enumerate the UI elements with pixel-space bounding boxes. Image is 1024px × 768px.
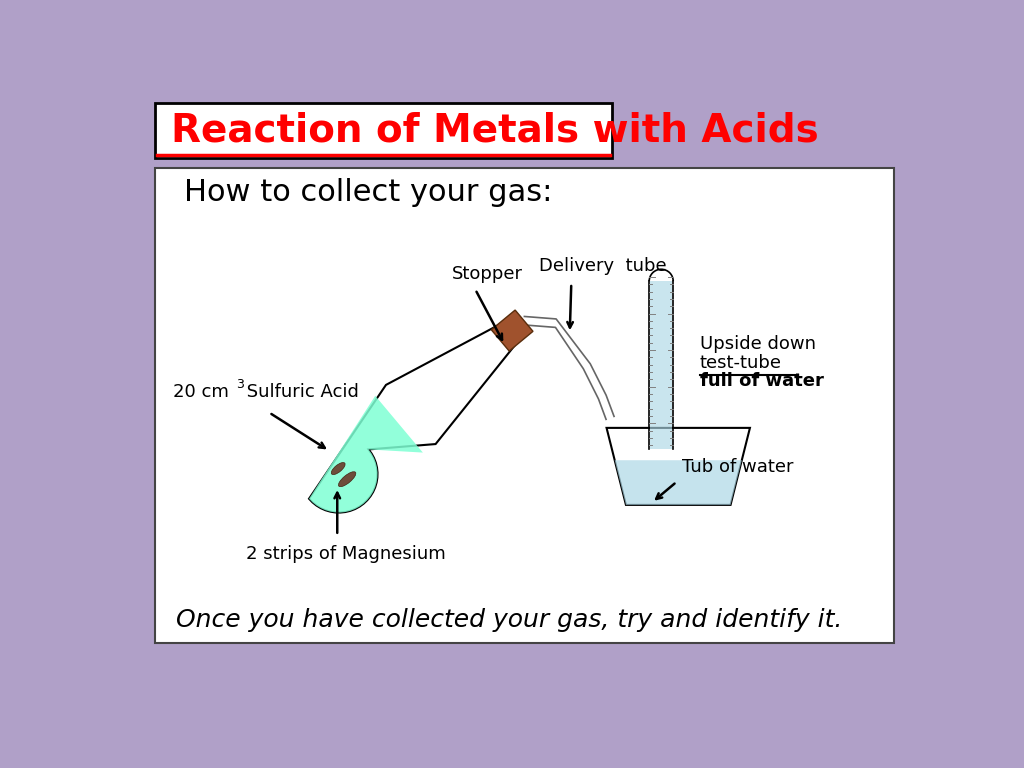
Ellipse shape xyxy=(339,472,355,487)
Ellipse shape xyxy=(332,462,345,475)
Polygon shape xyxy=(614,460,741,505)
FancyBboxPatch shape xyxy=(155,167,895,644)
Text: Delivery  tube: Delivery tube xyxy=(539,257,667,276)
Polygon shape xyxy=(606,428,750,505)
Text: How to collect your gas:: How to collect your gas: xyxy=(183,177,552,207)
FancyBboxPatch shape xyxy=(155,103,612,158)
Text: full of water: full of water xyxy=(700,372,824,390)
Polygon shape xyxy=(309,326,515,512)
Text: Reaction of Metals with Acids: Reaction of Metals with Acids xyxy=(171,111,818,150)
Text: 20 cm: 20 cm xyxy=(173,383,228,401)
Text: Tub of water: Tub of water xyxy=(682,458,794,475)
Text: Once you have collected your gas, try and identify it.: Once you have collected your gas, try an… xyxy=(176,608,843,632)
Polygon shape xyxy=(309,396,423,512)
Bar xyxy=(650,281,673,449)
Text: Upside down: Upside down xyxy=(700,336,816,353)
Polygon shape xyxy=(492,310,532,351)
Text: 2 strips of Magnesium: 2 strips of Magnesium xyxy=(246,545,445,563)
Text: Stopper: Stopper xyxy=(452,265,523,283)
Text: Sulfuric Acid: Sulfuric Acid xyxy=(241,383,359,401)
Text: 3: 3 xyxy=(237,378,244,391)
Text: test-tube: test-tube xyxy=(700,354,782,372)
